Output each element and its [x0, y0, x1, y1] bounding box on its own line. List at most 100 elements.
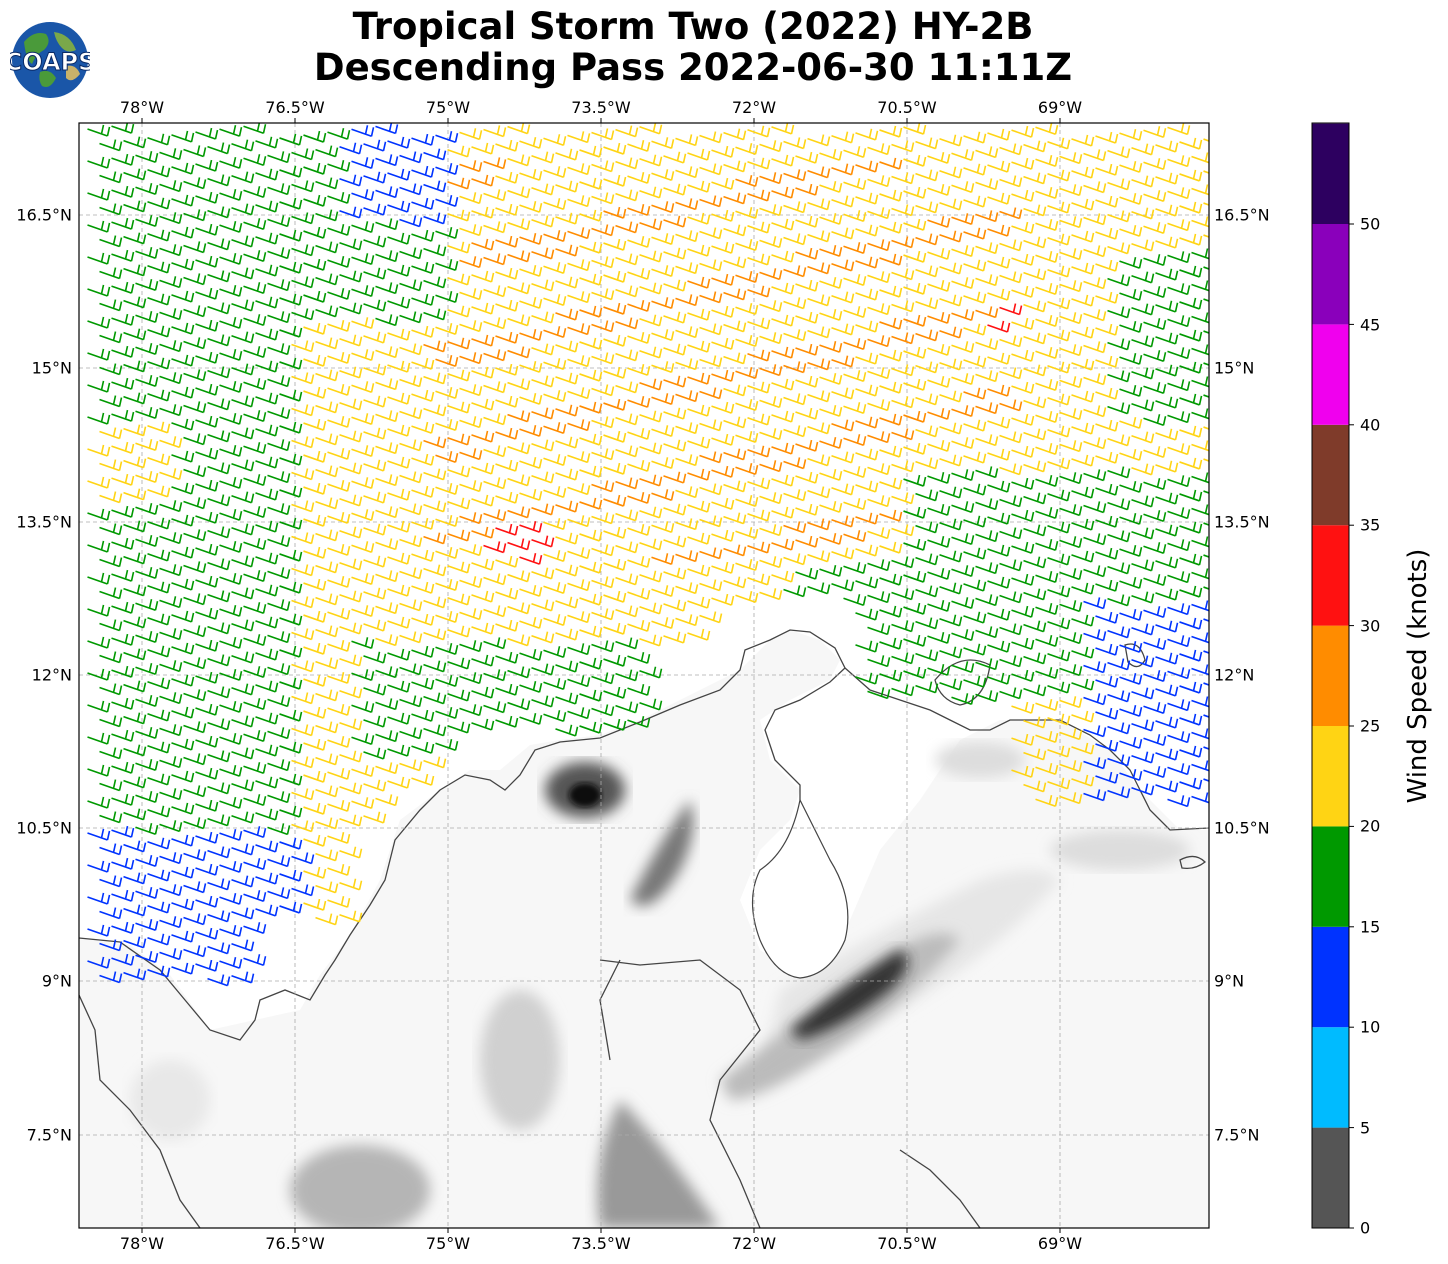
wind-barb — [147, 613, 171, 626]
wind-barb — [1119, 192, 1143, 205]
wind-barb — [603, 174, 627, 187]
wind-barb — [351, 509, 375, 522]
wind-barb — [891, 364, 915, 377]
wind-barb — [423, 244, 447, 257]
wind-barb — [459, 160, 483, 173]
wind-barb — [483, 125, 507, 138]
wind-barb — [123, 200, 147, 213]
wind-barb — [231, 139, 255, 152]
wind-barb — [231, 427, 255, 440]
wind-barb — [1011, 701, 1035, 714]
wind-barb — [855, 512, 879, 525]
wind-barb — [867, 463, 891, 476]
wind-barb — [387, 744, 411, 757]
wind-barb — [171, 386, 195, 399]
wind-barb — [843, 146, 867, 159]
wind-barb — [651, 361, 675, 374]
wind-barb — [339, 494, 363, 507]
wind-barb — [399, 567, 423, 580]
wind-barb — [399, 695, 423, 708]
wind-barb — [591, 512, 615, 525]
wind-barb — [927, 216, 951, 228]
wind-barb — [903, 186, 927, 199]
wind-barb — [207, 910, 231, 923]
wind-barb — [399, 215, 423, 228]
wind-barb — [171, 738, 195, 751]
wind-barb — [879, 541, 903, 554]
wind-barb — [135, 183, 159, 195]
wind-barb — [975, 306, 999, 319]
wind-barb — [123, 232, 147, 245]
wind-barb — [195, 639, 219, 652]
wind-barb — [1035, 411, 1059, 423]
wind-barb — [1107, 786, 1131, 799]
wind-barb — [447, 561, 471, 574]
map-title: Tropical Storm Two (2022) HY-2B Descendi… — [0, 6, 1386, 88]
wind-barb — [255, 872, 279, 885]
wind-barb — [603, 622, 627, 635]
wind-barb — [267, 631, 291, 644]
wind-barb — [255, 392, 279, 405]
wind-barb — [963, 131, 987, 144]
wind-barb — [87, 668, 111, 681]
wind-barb — [303, 866, 327, 879]
wind-barb — [1143, 638, 1167, 651]
wind-barb — [711, 529, 735, 542]
wind-barb — [1191, 760, 1209, 772]
wind-barb — [315, 401, 339, 414]
wind-barb — [711, 337, 735, 350]
wind-barb — [975, 690, 999, 703]
wind-barb — [423, 340, 447, 353]
wind-barb — [375, 666, 399, 679]
wind-barb — [1035, 795, 1059, 807]
wind-barb — [855, 160, 879, 173]
wind-barb — [279, 389, 303, 402]
wind-barb — [855, 544, 879, 557]
wind-barb — [447, 721, 471, 734]
colorbar-segment — [1312, 525, 1349, 626]
wind-barb — [711, 401, 735, 414]
wind-barb — [531, 439, 555, 452]
wind-barb — [1083, 533, 1107, 546]
wind-barb — [987, 160, 1011, 173]
wind-barb — [147, 389, 171, 402]
wind-barb — [171, 130, 195, 143]
wind-barb — [279, 549, 303, 562]
wind-barb — [999, 687, 1023, 700]
wind-barb — [1203, 490, 1209, 494]
wind-barb — [219, 732, 243, 745]
wind-barb — [1035, 443, 1059, 455]
wind-barb — [723, 544, 747, 557]
wind-barb — [147, 741, 171, 754]
wind-barb — [459, 672, 483, 685]
wind-barb — [303, 706, 327, 719]
wind-barb — [267, 823, 291, 836]
wind-barb — [531, 535, 555, 548]
lon-label-bottom: 72°W — [731, 1234, 777, 1253]
wind-barb — [1023, 684, 1047, 697]
wind-barb — [543, 454, 567, 467]
wind-barb — [339, 238, 363, 251]
wind-barb — [1131, 527, 1155, 540]
wind-barb — [231, 331, 255, 344]
lon-label-top: 76.5°W — [265, 98, 325, 117]
wind-barb — [315, 337, 339, 350]
wind-barb — [279, 869, 303, 882]
wind-barb — [651, 329, 675, 342]
wind-barb — [483, 605, 507, 618]
globe-icon — [12, 22, 88, 98]
wind-barb — [1035, 507, 1059, 519]
wind-barb — [759, 332, 783, 345]
wind-barb — [1155, 396, 1179, 409]
wind-barb — [1203, 138, 1209, 142]
wind-barb — [135, 599, 159, 611]
wind-barb — [627, 300, 651, 312]
wind-barb — [267, 375, 291, 388]
wind-barb — [663, 567, 687, 580]
wind-barb — [399, 279, 423, 292]
wind-barb — [267, 503, 291, 516]
wind-barb — [399, 503, 423, 516]
wind-barb — [1167, 731, 1191, 744]
wind-barb — [1011, 637, 1035, 650]
wind-barb — [1131, 719, 1155, 732]
